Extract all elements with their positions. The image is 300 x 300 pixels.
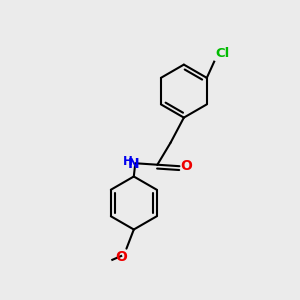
Text: O: O xyxy=(180,159,192,173)
Text: O: O xyxy=(115,250,127,264)
Text: Cl: Cl xyxy=(216,47,230,60)
Text: N: N xyxy=(128,157,139,171)
Text: H: H xyxy=(123,155,133,168)
